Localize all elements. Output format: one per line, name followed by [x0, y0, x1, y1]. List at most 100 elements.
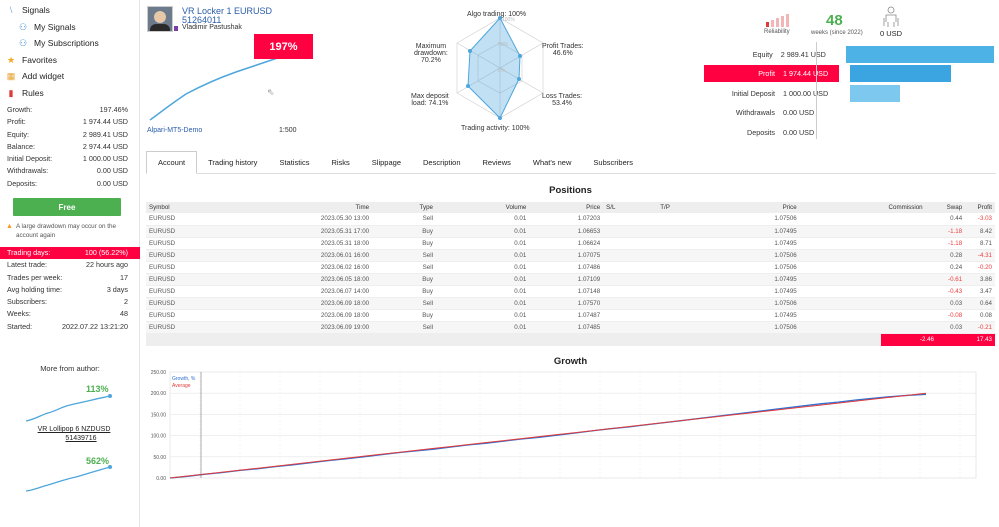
stat-label: Profit:: [7, 117, 26, 127]
nav-my-subscriptions[interactable]: ⚇ My Subscriptions: [18, 38, 99, 49]
cursor-icon: ⇖: [267, 87, 275, 97]
table-row: EURUSD 2023.05.31 18:00 Buy 0.01 1.06624 1.07…: [146, 237, 995, 250]
table-cell: 1.07506: [701, 297, 800, 310]
sidebar: ⧵ Signals ⚇ My Signals ⚇ My Subscriptions ★…: [0, 0, 140, 527]
more-from-author-title: More from author:: [40, 364, 100, 373]
column-header[interactable]: Commission: [799, 202, 926, 213]
author-badge-icon: [174, 26, 178, 31]
signal-title[interactable]: VR Locker 1 EURUSD: [182, 6, 273, 16]
radar-algo-label: Algo trading: 100%: [467, 11, 527, 18]
total-profit: 17.43: [976, 335, 992, 343]
table-cell: 0.01: [435, 273, 530, 286]
bars-axis: [816, 42, 817, 139]
table-cell: 0.01: [435, 213, 530, 226]
table-cell: 1.07495: [701, 237, 800, 250]
table-cell: 0.01: [435, 261, 530, 274]
tab-account[interactable]: Account: [146, 151, 198, 174]
column-header[interactable]: Time: [205, 202, 373, 213]
stat-label: Latest trade:: [7, 260, 47, 270]
balance-bar-row: Profit 1 974.44 USD: [704, 65, 994, 83]
nav-my-signals[interactable]: ⚇ My Signals: [18, 21, 76, 32]
table-cell: [799, 309, 926, 322]
balance-bar-row: Equity 2 989.41 USD: [704, 45, 994, 63]
table-cell: Sell: [372, 261, 436, 274]
column-header[interactable]: Volume: [435, 202, 530, 213]
table-cell: Buy: [372, 273, 436, 286]
leverage: 1:500: [279, 127, 297, 134]
stat-value: 197.46%: [99, 105, 128, 114]
table-cell: 2023.06.09 18:00: [205, 309, 373, 322]
column-header[interactable]: Price: [701, 202, 800, 213]
table-cell: -0.08: [925, 309, 966, 322]
tab-slippage[interactable]: Slippage: [371, 157, 401, 167]
series-line-growth: [169, 393, 927, 479]
author-name[interactable]: Vladimir Pastushak: [182, 24, 242, 31]
nav-signals[interactable]: ⧵ Signals: [6, 2, 138, 19]
nav-add-widget[interactable]: ▦ Add widget: [6, 71, 65, 82]
table-cell: [657, 297, 702, 310]
table-cell: Buy: [372, 309, 436, 322]
table-cell: 2023.05.31 18:00: [205, 237, 373, 250]
bar-fill: [850, 65, 951, 82]
subscribers-value: 0 USD: [880, 29, 903, 38]
positions-table: Symbol Time Type Volume Price S/L T/P Price Comm…: [146, 202, 995, 334]
radar-maxdep-label: Max deposit load: 74.1%: [411, 93, 449, 107]
widget-icon: ▦: [6, 71, 16, 82]
table-cell: 2023.06.07 14:00: [205, 285, 373, 298]
table-cell: [603, 225, 658, 238]
table-cell: 0.03: [925, 321, 966, 334]
column-header[interactable]: Price: [529, 202, 604, 213]
tab-risks[interactable]: Risks: [331, 157, 350, 167]
table-cell: 0.08: [965, 309, 995, 322]
nav-rules[interactable]: ▮ Rules: [6, 85, 138, 102]
table-cell: 1.07495: [701, 273, 800, 286]
author-signal-id[interactable]: 51439716: [65, 435, 97, 442]
table-cell: 0.01: [435, 297, 530, 310]
column-header[interactable]: Symbol: [146, 202, 206, 213]
stat-value: 2 974.44 USD: [82, 141, 128, 151]
column-header[interactable]: Type: [372, 202, 436, 213]
table-cell: [657, 237, 702, 250]
table-cell: Buy: [372, 285, 436, 298]
column-header[interactable]: S/L: [603, 202, 658, 213]
table-cell: 8.71: [965, 237, 995, 250]
tab-reviews[interactable]: Reviews: [482, 157, 511, 167]
broker-server[interactable]: Alpari-MT5-Demo: [147, 127, 203, 134]
table-cell: -0.61: [925, 273, 966, 286]
table-row: EURUSD 2023.06.05 18:00 Buy 0.01 1.07109 1.07…: [146, 273, 995, 286]
bar-label: Equity: [752, 49, 773, 59]
radar-profit-label: Profit Trades: 46.6%: [542, 43, 584, 57]
table-cell: -4.31: [965, 249, 995, 262]
column-header[interactable]: T/P: [657, 202, 702, 213]
stat-row: Latest trade: 22 hours ago: [0, 259, 140, 271]
table-cell: -0.43: [925, 285, 966, 298]
table-cell: 8.42: [965, 225, 995, 238]
column-header[interactable]: Profit: [965, 202, 995, 213]
bar-value: 0.00 USD: [783, 127, 815, 137]
balance-bar-row: Withdrawals 0.00 USD: [704, 104, 994, 122]
tab-what-s-new[interactable]: What's new: [532, 157, 572, 167]
legend-entry: Average: [172, 383, 191, 389]
bar-value: 0.00 USD: [783, 108, 815, 117]
table-cell: -1.18: [925, 237, 966, 250]
author-avatar[interactable]: [147, 6, 173, 32]
tab-subscribers[interactable]: Subscribers: [593, 157, 633, 167]
table-cell: 1.07075: [529, 249, 604, 262]
column-header[interactable]: Swap: [925, 202, 966, 213]
stat-label: Balance:: [7, 141, 35, 151]
table-cell: [603, 309, 658, 322]
tab-trading-history[interactable]: Trading history: [208, 157, 258, 167]
tab-statistics[interactable]: Statistics: [279, 157, 310, 167]
growth-badge: 197%: [254, 34, 313, 59]
growth-chart[interactable]: 250.00 200.00 150.00 100.00 50.00 0.00 Growth,…: [146, 368, 995, 492]
tab-description[interactable]: Description: [423, 157, 461, 167]
table-cell: Sell: [372, 297, 436, 310]
total-swap: -2.46: [919, 335, 934, 343]
nav-favorites[interactable]: ★ Favorites: [6, 54, 57, 65]
radar-activity-label: Trading activity: 100%: [461, 125, 530, 132]
author-signal2-sparkline[interactable]: [26, 465, 112, 493]
stat-row: Deposits: 0.00 USD: [0, 178, 140, 190]
author-signal-sparkline[interactable]: [26, 393, 112, 423]
author-signal-name[interactable]: VR Lollipop 6 NZDUSD: [37, 426, 111, 433]
subscribe-free-button[interactable]: Free: [13, 198, 121, 216]
